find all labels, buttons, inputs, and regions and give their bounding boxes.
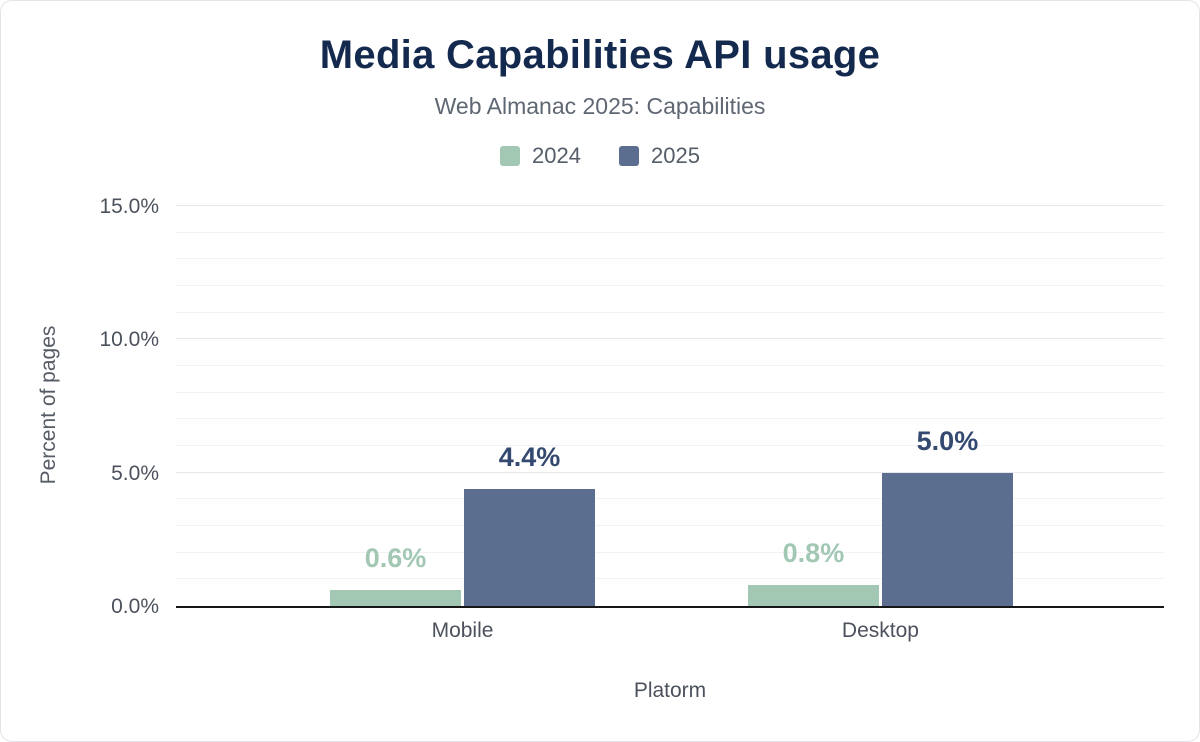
bar-value-label-desktop-2024: 0.8% [782,537,845,568]
chart-subtitle: Web Almanac 2025: Capabilities [434,93,766,119]
bar-mobile-2024 [330,590,462,606]
gridline [176,285,1164,286]
gridline [176,258,1164,260]
x-axis-title: Platorm [633,679,707,702]
y-axis-ticks: 0.0% 5.0% 10.0% 15.0% [1,195,159,618]
bar-value-label-desktop-2025: 5.0% [916,425,979,456]
chart-title: Media Capabilities API usage [319,33,881,77]
y-tick-label: 10.0% [99,328,159,352]
gridline [176,445,1164,446]
x-tick-label-mobile: Mobile [431,619,494,642]
gridline [176,391,1164,393]
legend-swatch-2025 [619,146,639,166]
plot-area: 0.6% 4.4% 0.8% 5.0% [176,205,1164,608]
legend: 2024 2025 [1,143,1199,169]
gridline [176,498,1164,500]
y-tick-label: 15.0% [99,195,159,218]
bar-mobile-2025 [464,488,596,606]
gridline [176,551,1164,553]
gridline [176,471,1164,473]
gridline [176,311,1164,313]
gridline [176,205,1164,206]
bar-value-label-mobile-2024: 0.6% [364,543,427,573]
y-tick-label: 0.0% [111,595,159,618]
x-axis-ticks: Mobile Desktop [176,619,1164,649]
legend-label-2025: 2025 [651,143,700,168]
bar-desktop-2024 [747,584,879,606]
gridline [176,338,1164,340]
legend-label-2024: 2024 [532,143,581,168]
legend-item-2024: 2024 [500,143,581,169]
gridline [176,231,1164,233]
bar-value-label-mobile-2025: 4.4% [498,441,561,472]
gridline [176,578,1164,580]
legend-item-2025: 2025 [619,143,700,169]
gridline [176,525,1164,526]
gridline [176,365,1164,366]
bar-desktop-2025 [881,472,1013,606]
x-tick-label-desktop: Desktop [841,619,919,642]
legend-swatch-2024 [500,146,521,166]
gridline [176,418,1164,420]
y-tick-label: 5.0% [111,461,159,485]
